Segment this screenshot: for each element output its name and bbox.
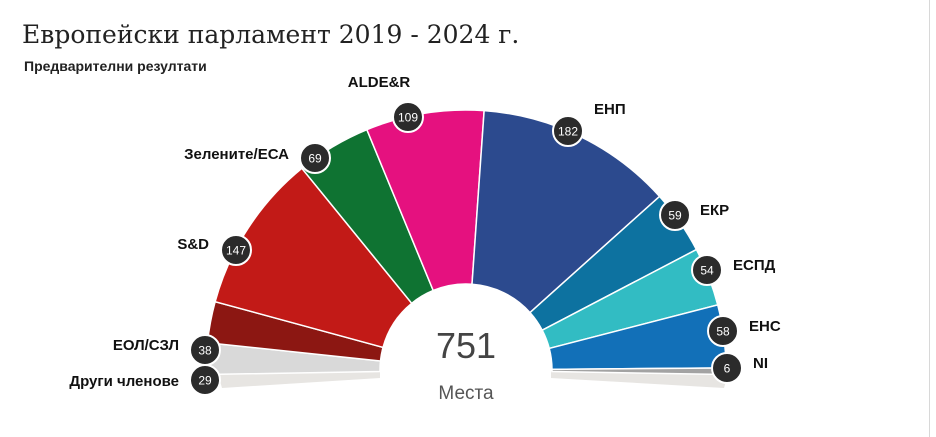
slice-layer xyxy=(205,109,727,376)
party-label-9: NI xyxy=(753,355,768,372)
seat-count-6: 59 xyxy=(668,209,682,223)
badge-layer: 29 38 147 69 109 182 59 54 58 6 xyxy=(189,101,743,396)
floor-shadow-right xyxy=(551,371,728,388)
chart-subtitle: Предварителни резултати xyxy=(24,58,207,74)
seat-badge-1 xyxy=(189,334,221,366)
party-label-0: Други членове xyxy=(69,373,179,390)
seat-count-5: 182 xyxy=(558,125,578,139)
party-label-3: Зелените/ЕСА xyxy=(184,146,289,163)
seat-badge-9 xyxy=(711,352,743,384)
seat-count-4: 109 xyxy=(398,111,418,125)
label-layer: Други членове ЕОЛ/СЗЛ S&D Зелените/ЕСА ALDE&… xyxy=(69,74,780,390)
seat-badge-6 xyxy=(659,199,691,231)
seat-badge-4 xyxy=(392,101,424,133)
seat-count-9: 6 xyxy=(724,362,731,376)
party-label-8: ЕНС xyxy=(749,318,781,335)
chart-title: Европейски парламент 2019 - 2024 г. xyxy=(22,20,520,49)
seat-badge-8 xyxy=(707,315,739,347)
party-label-5: ЕНП xyxy=(594,101,626,118)
seat-count-2: 147 xyxy=(226,244,246,258)
party-label-6: ЕКР xyxy=(700,202,729,219)
seat-count-3: 69 xyxy=(308,152,322,166)
seat-count-0: 29 xyxy=(198,374,212,388)
shadow-layer xyxy=(218,371,728,388)
seat-count-8: 58 xyxy=(716,325,730,339)
total-seats-label: Места xyxy=(438,383,494,404)
floor-shadow-left xyxy=(218,371,380,388)
total-seats-value: 751 xyxy=(436,325,496,366)
seat-badge-2 xyxy=(220,234,252,266)
party-label-2: S&D xyxy=(177,236,209,253)
hemicycle-slice-5 xyxy=(471,109,661,314)
party-label-4: ALDE&R xyxy=(348,74,411,91)
seat-count-7: 54 xyxy=(700,264,714,278)
party-label-1: ЕОЛ/СЗЛ xyxy=(113,337,179,354)
seat-badge-5 xyxy=(552,115,584,147)
party-label-7: ЕСПД xyxy=(733,257,776,274)
seat-badge-7 xyxy=(691,254,723,286)
seat-badge-3 xyxy=(299,142,331,174)
seat-count-1: 38 xyxy=(198,344,212,358)
